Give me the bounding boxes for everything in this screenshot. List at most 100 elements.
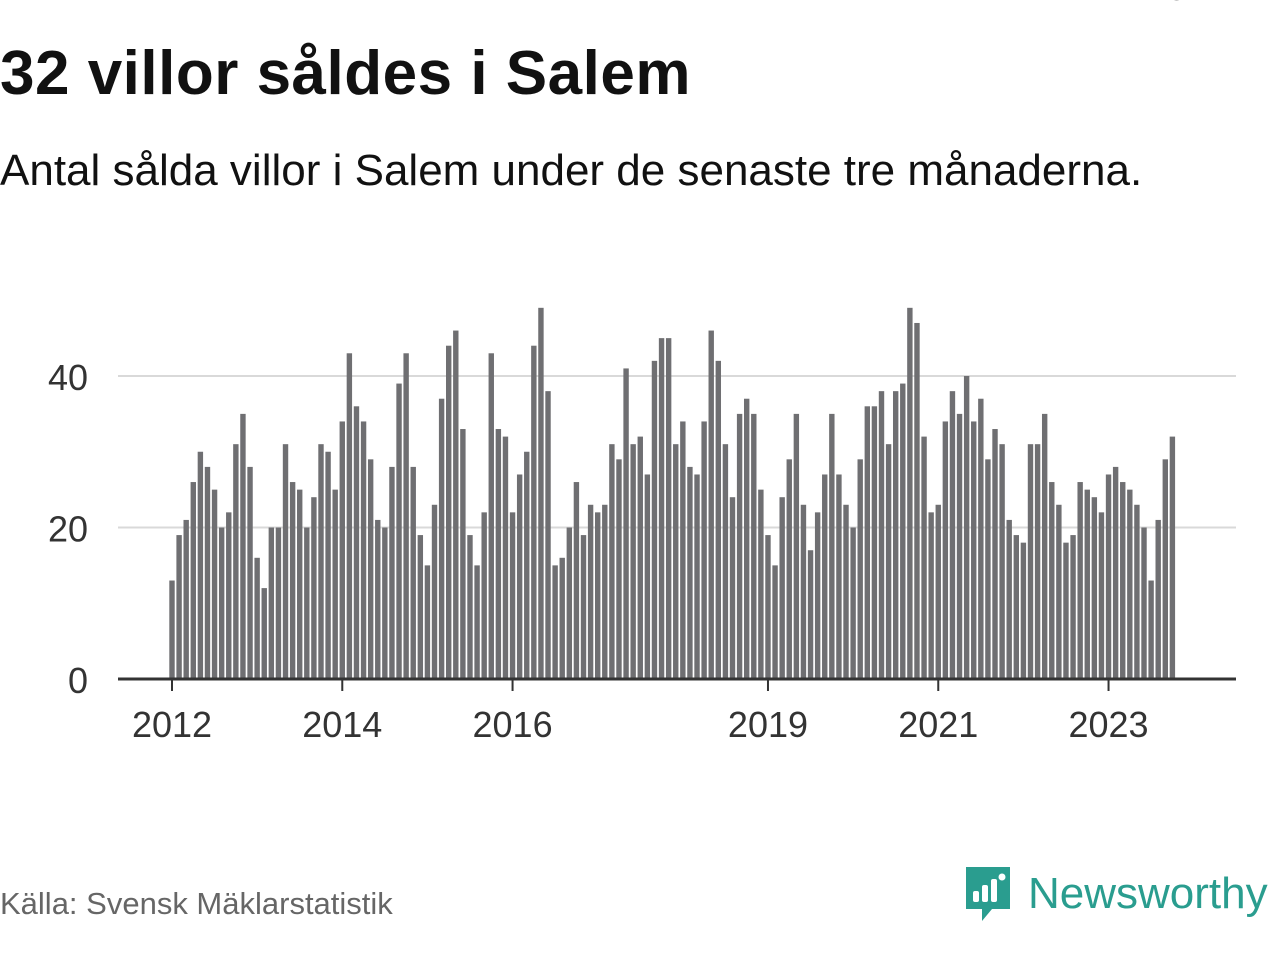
- bar: [928, 512, 934, 679]
- bar: [978, 398, 984, 679]
- bar: [580, 535, 587, 679]
- y-tick-label: 0: [68, 660, 88, 701]
- bar: [453, 330, 459, 679]
- bar: [1041, 413, 1048, 680]
- chart-title: 32 villor såldes i Salem: [0, 39, 691, 108]
- bar: [878, 391, 885, 679]
- bar: [375, 519, 381, 679]
- bar: [637, 436, 643, 679]
- bar: [942, 421, 949, 679]
- bar: [1006, 519, 1012, 679]
- bar: [495, 429, 502, 679]
- bar: [254, 557, 260, 679]
- bar: [822, 474, 828, 679]
- bar: [226, 512, 232, 679]
- brand-name: Newsworthy: [1028, 869, 1268, 918]
- bar: [885, 444, 892, 679]
- bar: [708, 330, 714, 679]
- bar: [1134, 504, 1140, 679]
- bar: [1120, 482, 1126, 679]
- bar: [1169, 436, 1176, 679]
- brand-logo: Newsworthy: [962, 862, 1268, 926]
- bar: [694, 474, 700, 679]
- bar: [240, 413, 246, 680]
- bar: [1148, 580, 1154, 679]
- bar: [247, 466, 253, 679]
- bar: [743, 398, 750, 679]
- bar: [1049, 482, 1055, 679]
- bar: [971, 421, 977, 679]
- bar: [680, 421, 686, 679]
- bar: [268, 527, 275, 679]
- bar: [758, 489, 764, 680]
- bar: [963, 376, 970, 679]
- bar: [417, 535, 424, 679]
- bar: [829, 413, 835, 680]
- bar: [985, 459, 991, 679]
- bar: [304, 527, 310, 679]
- bar: [261, 588, 267, 679]
- bar: [871, 406, 878, 679]
- bar: [864, 406, 871, 679]
- bar: [665, 338, 672, 680]
- bar: [793, 413, 800, 680]
- bar: [800, 504, 807, 679]
- bar: [552, 565, 558, 680]
- bar: [218, 527, 225, 679]
- x-tick-label: 2021: [898, 704, 978, 745]
- bar: [722, 444, 729, 679]
- bar: [339, 421, 345, 679]
- newsworthy-logo-icon: [966, 867, 1010, 921]
- source-note: Källa: Svensk Mäklarstatistik: [0, 886, 393, 921]
- bar: [282, 444, 289, 679]
- bar: [949, 391, 956, 679]
- bar: [765, 535, 771, 679]
- bar: [630, 444, 636, 679]
- bar: [1127, 489, 1133, 680]
- axes: 0 20 40 32 2012 2014 2016 2019 2021 2023: [48, 0, 1236, 745]
- bar: [332, 489, 338, 680]
- highlight-value-label: 32: [1167, 0, 1207, 8]
- bar: [353, 406, 360, 679]
- bar: [1112, 466, 1119, 679]
- bar: [900, 383, 906, 679]
- bar: [311, 497, 317, 679]
- bar: [1056, 504, 1062, 679]
- bar: [1105, 474, 1112, 679]
- bar: [211, 489, 218, 680]
- bar: [616, 459, 622, 679]
- bar: [807, 550, 814, 679]
- bar: [176, 535, 182, 679]
- bar: [687, 466, 693, 679]
- bar: [729, 497, 736, 679]
- y-tick-label: 20: [48, 509, 88, 550]
- bar: [1027, 444, 1034, 679]
- bar: [1084, 489, 1090, 680]
- bar: [481, 512, 487, 679]
- bar: [1020, 542, 1027, 679]
- bar: [396, 383, 402, 679]
- bar: [190, 482, 196, 679]
- bar: [736, 413, 743, 680]
- bar: [566, 527, 573, 679]
- bar: [318, 444, 324, 679]
- bar: [843, 504, 849, 679]
- bar: [1013, 535, 1019, 679]
- bar: [559, 557, 565, 679]
- bar: [538, 307, 544, 679]
- bar: [275, 527, 282, 679]
- bar: [545, 391, 551, 679]
- x-tick-label: 2023: [1068, 704, 1148, 745]
- bar: [914, 322, 920, 679]
- bar: [786, 459, 792, 679]
- bar: [360, 421, 367, 679]
- bar: [999, 444, 1005, 679]
- bar: [297, 489, 303, 680]
- bar: [956, 413, 963, 680]
- bar: [516, 474, 523, 679]
- bar: [531, 345, 537, 679]
- bar: [935, 504, 941, 679]
- x-tick-label: 2016: [473, 704, 553, 745]
- bar: [488, 353, 494, 679]
- y-tick-label: 40: [48, 357, 88, 398]
